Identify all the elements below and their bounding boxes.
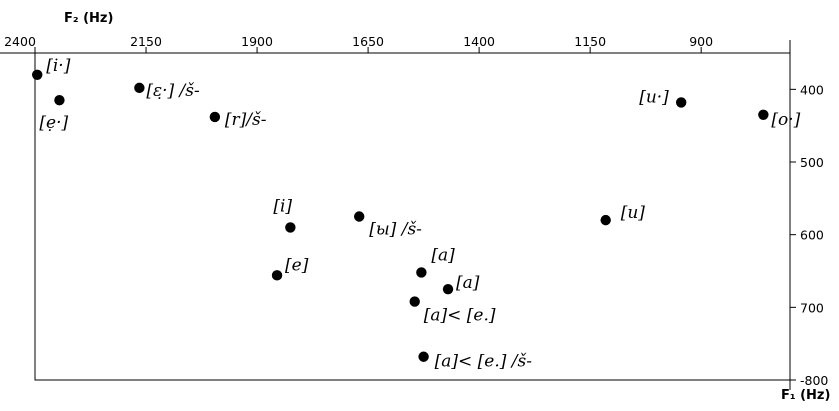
y-tick-label: 500 — [800, 155, 824, 170]
y-tick-label: 400 — [800, 82, 824, 97]
data-point-label: [ɛ̣·] /š- — [146, 81, 200, 101]
data-point — [600, 214, 611, 226]
data-point — [271, 270, 283, 281]
data-point-label: [i·] — [46, 56, 70, 76]
x-tick-label: 1400 — [463, 34, 495, 49]
x-tick-label: 900 — [689, 34, 713, 49]
x-tick-label: 1650 — [352, 34, 384, 49]
y-axis-title: F₁ (Hz) — [781, 388, 830, 403]
data-point — [416, 267, 427, 278]
plot-area — [34, 52, 791, 381]
data-point — [134, 82, 145, 94]
data-point — [209, 111, 221, 123]
data-point — [354, 211, 365, 222]
data-point-label: [u] — [621, 203, 646, 223]
x-tick-label: 1900 — [241, 34, 273, 49]
data-point-label: [a]< [e.] /š- — [435, 352, 533, 372]
y-axis-ticks: 400 500 600 700 -800 — [790, 82, 828, 388]
data-points: [i·] [ẹ·] [ɛ̣·] /š- [r]/š- [u·] [o·] [i] [ы] /… — [32, 56, 801, 372]
data-point-label: [ы] /š- — [369, 220, 422, 240]
x-axis-ticks: 2400 2150 1900 1650 1400 1150 900 — [4, 34, 713, 53]
data-point-label: [a] — [431, 245, 455, 265]
data-point-label: [a] — [456, 273, 480, 293]
data-point — [442, 283, 454, 295]
data-point-label: [a]< [e.] — [424, 306, 496, 326]
x-tick-label: 2150 — [130, 34, 162, 49]
data-point-label: [e] — [285, 255, 309, 275]
x-tick-label: 1150 — [574, 34, 606, 49]
data-point-label: [o·] — [771, 110, 800, 130]
data-point — [32, 69, 43, 81]
data-point-label: [ẹ·] — [39, 113, 68, 133]
data-point-label: [i] — [273, 196, 292, 216]
x-tick-label: 2400 — [4, 34, 36, 49]
data-point — [758, 109, 769, 120]
data-point — [409, 296, 420, 307]
data-point-label: [r]/š- — [225, 110, 267, 130]
data-point — [54, 95, 65, 106]
data-point — [418, 351, 429, 362]
x-axis-title: F₂ (Hz) — [64, 11, 113, 26]
data-point — [285, 222, 296, 233]
y-tick-label: 600 — [800, 228, 824, 243]
y-tick-label: 700 — [800, 300, 824, 315]
data-point-label: [u·] — [639, 87, 669, 107]
data-point — [675, 97, 687, 108]
y-tick-label: -800 — [800, 373, 828, 388]
